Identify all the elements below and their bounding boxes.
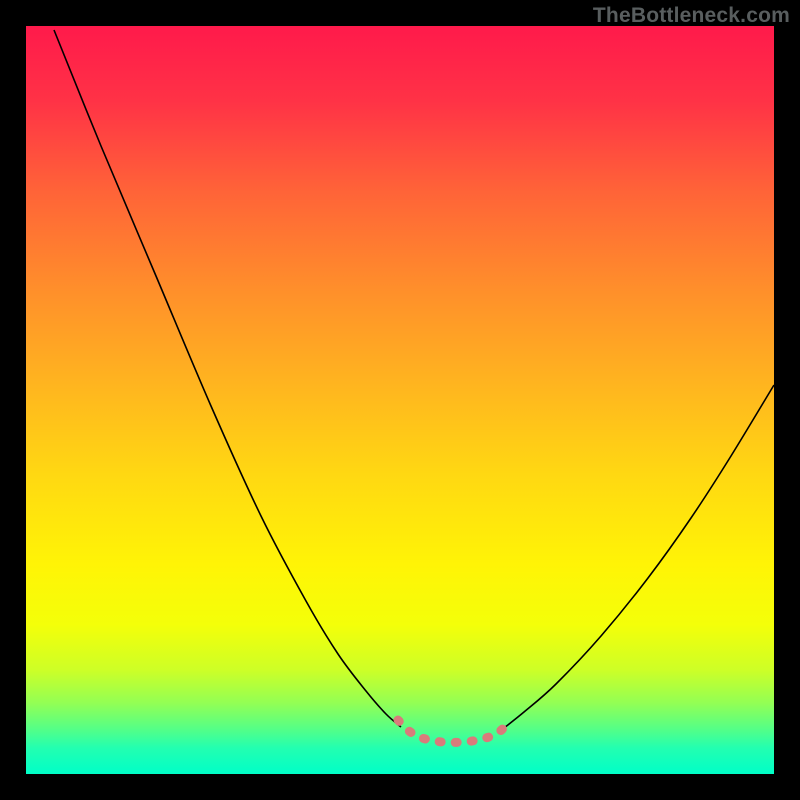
watermark-text: TheBottleneck.com (593, 4, 790, 28)
trough-dotted-marker (398, 720, 506, 742)
plot-area (26, 26, 774, 774)
left-descending-curve (54, 30, 401, 727)
curve-layer (26, 26, 774, 774)
right-ascending-curve (504, 385, 774, 728)
chart-frame: TheBottleneck.com (0, 0, 800, 800)
